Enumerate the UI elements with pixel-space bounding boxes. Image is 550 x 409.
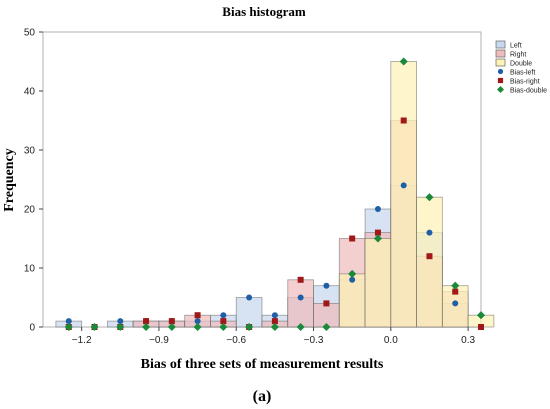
marker-point <box>451 281 460 290</box>
marker-point <box>64 322 73 332</box>
x-axis-label: Bias of three sets of measurement result… <box>141 357 384 372</box>
legend-item-double: Double <box>495 58 532 68</box>
hist-bar <box>390 61 417 328</box>
legend-label: Bias-left <box>510 70 535 77</box>
marker-point <box>400 182 407 189</box>
marker-point <box>452 300 459 307</box>
marker-point <box>220 318 227 325</box>
marker-point <box>65 318 72 325</box>
x-tick-label: −1.2 <box>72 335 92 346</box>
marker-point <box>271 312 278 319</box>
legend-swatch <box>495 58 506 67</box>
marker-point <box>271 318 278 325</box>
marker-point <box>425 193 434 202</box>
marker-point <box>245 322 254 332</box>
legend-label: Right <box>510 52 526 59</box>
marker-point <box>142 322 151 332</box>
marker-point <box>322 322 331 332</box>
marker-point <box>297 294 304 301</box>
marker-point <box>194 318 201 325</box>
marker-point <box>246 294 253 301</box>
marker-point <box>194 312 201 319</box>
marker-point <box>117 318 124 325</box>
marker-point <box>220 312 227 319</box>
y-tick-label: 20 <box>24 205 36 216</box>
marker-point <box>168 318 175 325</box>
figure-caption: (a) <box>253 388 272 405</box>
legend-item-bias-left: Bias-left <box>497 68 535 77</box>
marker-point <box>348 269 357 278</box>
marker-point <box>496 85 505 94</box>
marker-point <box>497 77 504 84</box>
legend-item-left: Left <box>495 40 522 50</box>
y-axis-label: Frequency <box>2 148 17 212</box>
legend-item-right: Right <box>495 49 526 59</box>
marker-point <box>193 322 202 332</box>
bias-markers <box>64 57 486 332</box>
legend-item-bias-right: Bias-right <box>497 77 540 86</box>
marker-point <box>374 206 381 212</box>
marker-point <box>399 57 408 66</box>
legend-swatch <box>495 40 506 49</box>
marker-point <box>452 288 459 295</box>
marker-point <box>426 253 433 260</box>
marker-point <box>349 235 356 242</box>
marker-point <box>297 276 304 283</box>
axes: −1.2 −0.9 −0.6 −0.3 0.0 0.3 0 10 20 30 40 50 <box>24 28 476 347</box>
hist-bar <box>287 279 314 328</box>
x-tick-label: −0.3 <box>304 335 324 346</box>
x-tick-label: −0.6 <box>226 335 246 346</box>
hist-series-double <box>338 61 495 328</box>
marker-point <box>478 324 484 330</box>
marker-point <box>116 322 125 332</box>
legend-item-bias-double: Bias-double <box>496 85 547 95</box>
hist-bar <box>235 297 263 328</box>
x-tick-label: 0.3 <box>461 335 475 346</box>
y-tick-label: 40 <box>24 87 36 98</box>
marker-point <box>323 282 330 289</box>
legend-label: Bias-right <box>510 79 540 86</box>
chart-title: Bias histogram <box>222 4 306 19</box>
y-tick-label: 30 <box>24 146 36 157</box>
marker-point <box>400 117 407 124</box>
marker-point <box>296 322 305 332</box>
legend-label: Bias-double <box>510 88 547 95</box>
legend: Left Right Double Bias-left Bias-right Bias-d… <box>495 40 547 95</box>
marker-series-bias-double <box>64 57 486 332</box>
legend-label: Left <box>510 43 522 50</box>
marker-point <box>219 322 228 332</box>
marker-point <box>90 322 99 332</box>
marker-point <box>426 229 433 236</box>
marker-point <box>476 311 486 320</box>
marker-point <box>374 229 381 236</box>
marker-point <box>349 276 356 283</box>
marker-point <box>373 234 382 243</box>
marker-point <box>323 300 330 307</box>
hist-bar <box>416 196 443 328</box>
x-tick-label: −0.9 <box>149 335 169 346</box>
hist-bar <box>364 238 392 328</box>
legend-label: Double <box>510 61 532 68</box>
marker-point <box>270 322 279 332</box>
x-tick-label: 0.0 <box>384 335 398 346</box>
legend-swatch <box>495 49 506 58</box>
y-tick-label: 0 <box>29 323 35 334</box>
marker-point <box>143 318 150 325</box>
marker-point <box>167 322 176 332</box>
y-tick-label: 10 <box>24 264 36 275</box>
y-tick-label: 50 <box>24 28 36 39</box>
marker-point <box>497 68 504 75</box>
